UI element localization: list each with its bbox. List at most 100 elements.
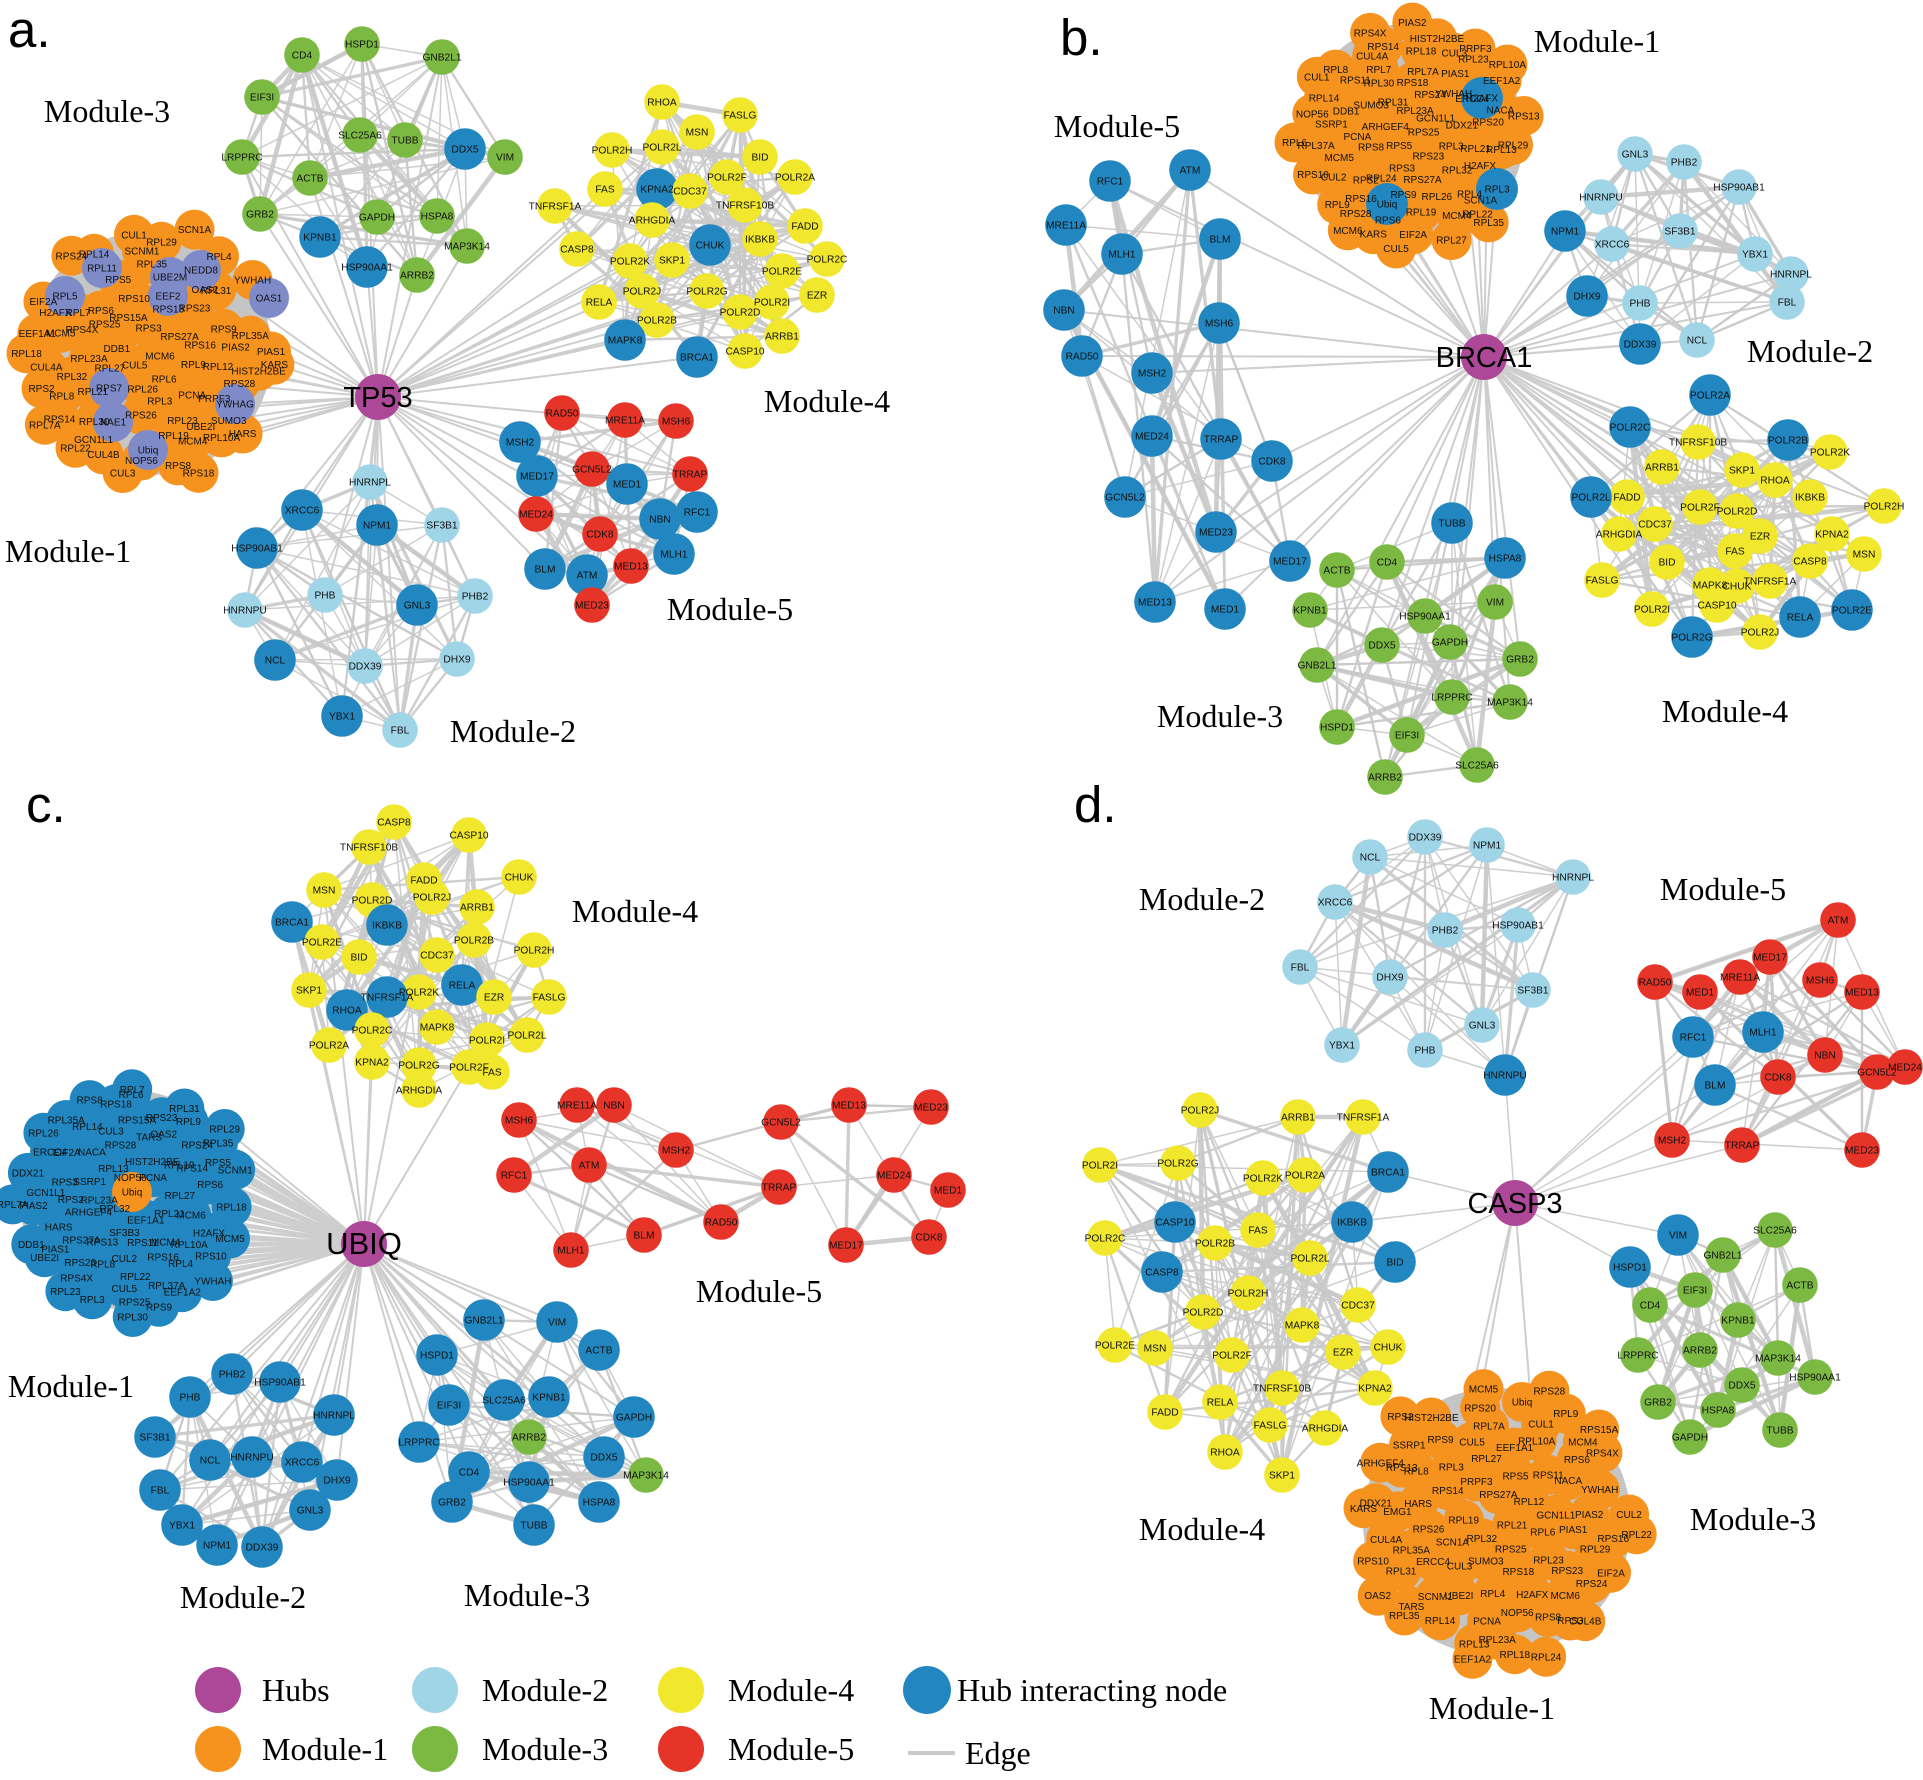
svg-text:RPL30: RPL30 [79, 417, 110, 428]
svg-text:FAS: FAS [1725, 547, 1744, 558]
svg-text:CUL5: CUL5 [1459, 1437, 1485, 1448]
svg-text:POLR2G: POLR2G [1157, 1159, 1198, 1170]
svg-text:RPS5: RPS5 [105, 275, 132, 286]
svg-text:TRRAP: TRRAP [762, 1183, 797, 1194]
svg-text:HSPD1: HSPD1 [345, 40, 379, 51]
svg-text:RPL23A: RPL23A [1396, 106, 1434, 117]
svg-text:POLR2D: POLR2D [1717, 507, 1758, 518]
svg-text:RPL23A: RPL23A [1479, 1635, 1517, 1646]
svg-text:RPL32: RPL32 [57, 372, 88, 383]
svg-text:RPS26: RPS26 [64, 1258, 96, 1269]
svg-text:CASP10: CASP10 [725, 347, 764, 358]
svg-text:RPS23: RPS23 [1551, 1566, 1583, 1577]
svg-text:MED23: MED23 [575, 601, 609, 612]
svg-text:KPNA2: KPNA2 [355, 1058, 389, 1069]
svg-text:POLR2D: POLR2D [720, 308, 761, 319]
svg-text:RPL18: RPL18 [1500, 1650, 1531, 1661]
svg-text:Module-3: Module-3 [1157, 698, 1283, 734]
svg-text:RPS27A: RPS27A [1403, 175, 1442, 186]
svg-text:TNFRSF10B: TNFRSF10B [340, 843, 399, 854]
svg-text:ARRB2: ARRB2 [1683, 1346, 1717, 1357]
svg-text:MCM6: MCM6 [1333, 226, 1363, 237]
svg-text:ARHGEF4: ARHGEF4 [1357, 1458, 1405, 1469]
svg-text:RPS5: RPS5 [1386, 141, 1413, 152]
svg-text:RPS23: RPS23 [1412, 151, 1444, 162]
svg-text:RPL6: RPL6 [118, 1090, 143, 1101]
svg-text:HSPD1: HSPD1 [420, 1351, 454, 1362]
svg-text:PRPF3: PRPF3 [198, 394, 231, 405]
svg-text:RPL23: RPL23 [167, 416, 198, 427]
svg-text:OAS1: OAS1 [256, 294, 283, 305]
svg-text:POLR2I: POLR2I [469, 1036, 505, 1047]
svg-text:MCM5: MCM5 [46, 328, 76, 339]
svg-text:YWHAH: YWHAH [194, 1277, 231, 1288]
svg-text:RPS2: RPS2 [58, 1195, 85, 1206]
svg-text:POLR2A: POLR2A [1690, 391, 1730, 402]
svg-text:NOP56: NOP56 [114, 1173, 147, 1184]
svg-text:RPS6: RPS6 [1375, 215, 1402, 226]
svg-text:BID: BID [351, 953, 368, 964]
svg-text:MED13: MED13 [614, 562, 648, 573]
svg-text:RPS28: RPS28 [105, 1140, 137, 1151]
svg-text:SUMO3: SUMO3 [1353, 101, 1389, 112]
svg-text:RPL35A: RPL35A [48, 1116, 86, 1127]
svg-text:Module-2: Module-2 [482, 1672, 608, 1708]
svg-text:BRCA1: BRCA1 [275, 918, 309, 929]
svg-text:FAS: FAS [595, 185, 614, 196]
svg-text:RPL32: RPL32 [100, 1204, 131, 1215]
svg-text:POLR2K: POLR2K [610, 257, 650, 268]
svg-text:RELA: RELA [1787, 613, 1814, 624]
svg-text:XRCC6: XRCC6 [285, 506, 320, 517]
svg-text:ARHGDIA: ARHGDIA [1302, 1424, 1349, 1435]
svg-text:RPL35: RPL35 [1473, 218, 1504, 229]
svg-text:MED17: MED17 [520, 472, 554, 483]
svg-text:RPL30: RPL30 [1364, 78, 1395, 89]
svg-text:RPL8: RPL8 [1323, 65, 1348, 76]
svg-text:TNFRSF10B: TNFRSF10B [1253, 1384, 1312, 1395]
svg-text:CUL5: CUL5 [122, 361, 148, 372]
svg-text:Module-5: Module-5 [1660, 871, 1786, 907]
svg-text:UBIQ: UBIQ [326, 1226, 402, 1261]
svg-text:MED13: MED13 [1845, 988, 1879, 999]
svg-text:RPL7A: RPL7A [0, 1200, 29, 1211]
svg-text:PHB: PHB [180, 1393, 201, 1404]
svg-text:CDK8: CDK8 [1258, 457, 1286, 468]
svg-text:RPS28: RPS28 [1533, 1386, 1565, 1397]
svg-text:DDX39: DDX39 [1409, 833, 1442, 844]
svg-text:RPS4X: RPS4X [1586, 1448, 1619, 1459]
svg-text:NBN: NBN [649, 515, 671, 526]
svg-text:RPL19: RPL19 [1448, 1515, 1479, 1526]
svg-text:c.: c. [26, 776, 66, 833]
svg-text:PCNA: PCNA [1344, 132, 1372, 143]
svg-text:RPL10A: RPL10A [203, 433, 241, 444]
svg-text:RPS8: RPS8 [165, 461, 192, 472]
svg-text:CUL4A: CUL4A [1356, 52, 1389, 63]
svg-text:RPL35: RPL35 [137, 260, 168, 271]
svg-text:RPL30: RPL30 [117, 1313, 148, 1324]
svg-text:SF3B1: SF3B1 [426, 521, 457, 532]
svg-text:CUL4B: CUL4B [1569, 1617, 1602, 1628]
svg-text:RPS14: RPS14 [44, 414, 76, 425]
svg-text:RPL27: RPL27 [1436, 236, 1467, 247]
svg-text:ATM: ATM [577, 571, 598, 582]
svg-text:MED1: MED1 [1211, 605, 1240, 616]
svg-text:RPS23: RPS23 [146, 1113, 178, 1124]
svg-text:UBE2I: UBE2I [1445, 1591, 1474, 1602]
svg-text:HNRNPU: HNRNPU [1483, 1071, 1527, 1082]
svg-text:RPL4: RPL4 [1480, 1589, 1505, 1600]
svg-text:RPS16: RPS16 [1345, 194, 1377, 205]
svg-text:DDB1: DDB1 [18, 1240, 45, 1251]
svg-text:TUBB: TUBB [1766, 1426, 1793, 1437]
svg-text:RPL27: RPL27 [1471, 1454, 1502, 1465]
svg-text:RPL35A: RPL35A [1393, 1546, 1431, 1557]
svg-text:DDX39: DDX39 [246, 1543, 279, 1554]
svg-text:POLR2D: POLR2D [352, 896, 393, 907]
svg-text:RPL19: RPL19 [1406, 207, 1437, 218]
svg-text:NCL: NCL [1687, 336, 1708, 347]
svg-text:PIAS2: PIAS2 [1575, 1510, 1604, 1521]
svg-text:FBL: FBL [391, 726, 410, 737]
svg-text:KPNB1: KPNB1 [1293, 606, 1327, 617]
svg-text:H2AFX: H2AFX [39, 308, 72, 319]
svg-text:POLR2B: POLR2B [1195, 1239, 1235, 1250]
svg-text:GCN5L2: GCN5L2 [761, 1118, 801, 1129]
